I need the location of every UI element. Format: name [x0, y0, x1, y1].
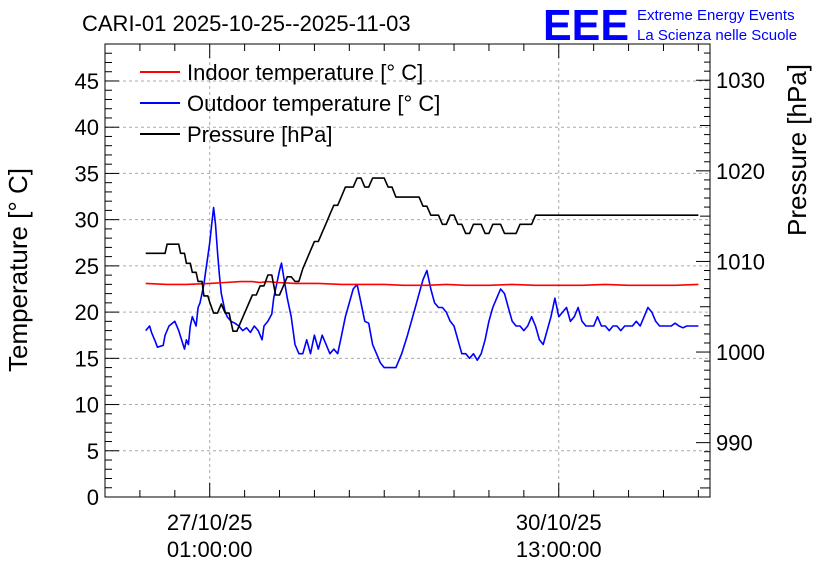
legend-label: Outdoor temperature [° C] [187, 91, 440, 116]
y-tick-label-right: 1030 [716, 68, 765, 93]
y-tick-label-left: 0 [87, 485, 99, 510]
y-axis-label-right: Pressure [hPa] [782, 64, 812, 236]
y-tick-label-left: 5 [87, 439, 99, 464]
y-tick-label-left: 45 [75, 69, 99, 94]
series-layer [145, 177, 699, 369]
x-tick-label-time: 13:00:00 [516, 537, 602, 562]
series-line-1 [145, 206, 699, 369]
x-tick-label-time: 01:00:00 [167, 537, 253, 562]
y-tick-label-right: 1000 [716, 340, 765, 365]
y-tick-label-right: 1020 [716, 159, 765, 184]
grid [105, 44, 710, 497]
series-line-2 [145, 177, 699, 332]
y-axis-label-left: Temperature [° C] [3, 168, 33, 372]
legend: Indoor temperature [° C] Outdoor temperat… [140, 60, 440, 147]
y-tick-label-left: 15 [75, 346, 99, 371]
eee-logo: EEE Extreme Energy Events La Scienza nel… [543, 1, 797, 50]
y-tick-label-left: 40 [75, 115, 99, 140]
y-tick-label-left: 10 [75, 393, 99, 418]
y-tick-label-left: 30 [75, 208, 99, 233]
axis-ticks: 0 5 10 15 20 25 30 35 40 45 990 1000 1010 1020 1030 27/… [75, 44, 765, 562]
y-tick-label-left: 35 [75, 161, 99, 186]
y-tick-label-right: 990 [716, 431, 753, 456]
y-tick-label-left: 20 [75, 300, 99, 325]
logo-line2: La Scienza nelle Scuole [637, 27, 797, 44]
series-line-0 [145, 280, 699, 287]
y-tick-label-left: 25 [75, 254, 99, 279]
chart-title: CARI-01 2025-10-25--2025-11-03 [82, 11, 411, 36]
y-tick-label-right: 1010 [716, 249, 765, 274]
plot-frame [104, 43, 711, 498]
x-tick-label-date: 27/10/25 [167, 510, 253, 535]
logo-mark: EEE [543, 1, 629, 50]
legend-label: Indoor temperature [° C] [187, 60, 423, 85]
logo-line1: Extreme Energy Events [637, 7, 795, 24]
x-tick-label-date: 30/10/25 [516, 510, 602, 535]
legend-label: Pressure [hPa] [187, 122, 333, 147]
